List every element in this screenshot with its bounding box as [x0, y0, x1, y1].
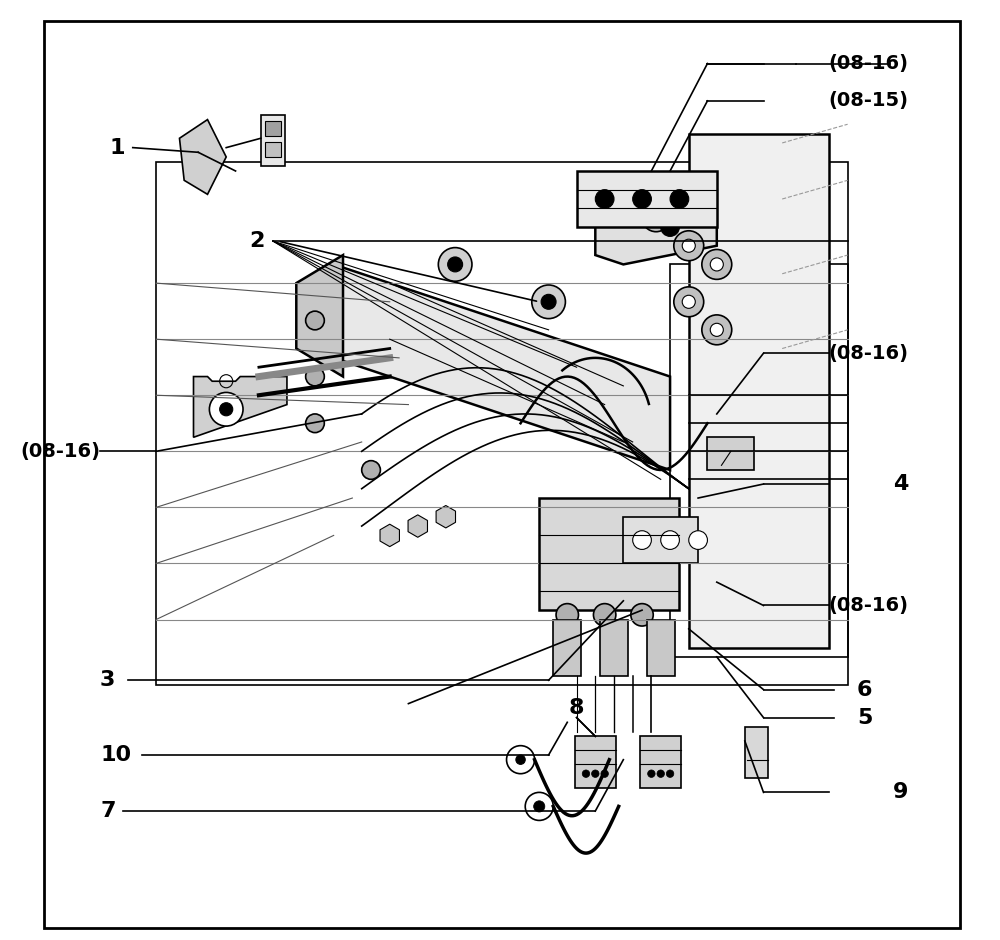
Circle shape: [682, 295, 695, 308]
Circle shape: [306, 368, 324, 386]
Polygon shape: [408, 515, 427, 538]
Bar: [575, 736, 616, 788]
Bar: [156, 162, 848, 685]
Bar: [265, 142, 281, 157]
Bar: [647, 619, 675, 676]
Bar: [670, 264, 848, 657]
Text: (08-16): (08-16): [20, 442, 100, 461]
Circle shape: [438, 247, 472, 281]
Circle shape: [674, 287, 704, 317]
Text: 1: 1: [109, 137, 125, 158]
Circle shape: [661, 531, 679, 549]
Circle shape: [666, 770, 674, 777]
Polygon shape: [595, 190, 717, 264]
Circle shape: [631, 603, 653, 626]
Circle shape: [592, 770, 599, 777]
Text: 6: 6: [857, 680, 872, 699]
Circle shape: [516, 755, 525, 764]
Bar: [539, 498, 679, 610]
Text: 4: 4: [893, 474, 908, 494]
Circle shape: [633, 190, 651, 209]
Bar: [265, 121, 281, 136]
Circle shape: [661, 218, 679, 236]
Text: 2: 2: [250, 231, 265, 251]
Circle shape: [657, 770, 664, 777]
Circle shape: [670, 190, 689, 209]
Bar: [745, 727, 768, 778]
Text: 3: 3: [100, 670, 115, 690]
Circle shape: [595, 190, 614, 209]
Bar: [261, 115, 285, 166]
Text: (08-15): (08-15): [828, 91, 908, 110]
Circle shape: [534, 801, 545, 812]
Circle shape: [541, 294, 556, 309]
Circle shape: [633, 531, 651, 549]
Circle shape: [220, 402, 233, 415]
Circle shape: [674, 231, 704, 260]
Text: 5: 5: [857, 708, 872, 728]
Bar: [577, 171, 717, 227]
Bar: [623, 517, 698, 563]
Circle shape: [648, 770, 655, 777]
Polygon shape: [334, 264, 670, 470]
Circle shape: [556, 603, 578, 626]
Circle shape: [532, 285, 565, 319]
Circle shape: [593, 603, 616, 626]
Circle shape: [682, 239, 695, 252]
Polygon shape: [179, 119, 226, 195]
Bar: [640, 736, 681, 788]
Circle shape: [582, 770, 590, 777]
Circle shape: [209, 392, 243, 426]
Bar: [707, 437, 754, 470]
Circle shape: [448, 257, 463, 272]
Polygon shape: [436, 506, 456, 528]
Circle shape: [689, 531, 707, 549]
Text: 7: 7: [100, 801, 116, 821]
Circle shape: [362, 461, 380, 479]
Circle shape: [702, 249, 732, 279]
Text: (08-16): (08-16): [828, 54, 908, 73]
Polygon shape: [380, 525, 399, 547]
Bar: [600, 619, 628, 676]
Text: 10: 10: [100, 745, 131, 765]
Text: 8: 8: [569, 698, 584, 718]
Circle shape: [601, 770, 608, 777]
Polygon shape: [194, 377, 287, 437]
Text: (08-16): (08-16): [828, 596, 908, 615]
Text: 9: 9: [893, 782, 908, 803]
Circle shape: [642, 204, 670, 232]
Bar: [553, 619, 581, 676]
Circle shape: [306, 311, 324, 330]
Circle shape: [306, 414, 324, 432]
Bar: [689, 133, 829, 648]
Polygon shape: [296, 255, 343, 377]
Circle shape: [710, 323, 723, 337]
Circle shape: [710, 258, 723, 271]
Circle shape: [702, 315, 732, 345]
Text: (08-16): (08-16): [828, 344, 908, 363]
